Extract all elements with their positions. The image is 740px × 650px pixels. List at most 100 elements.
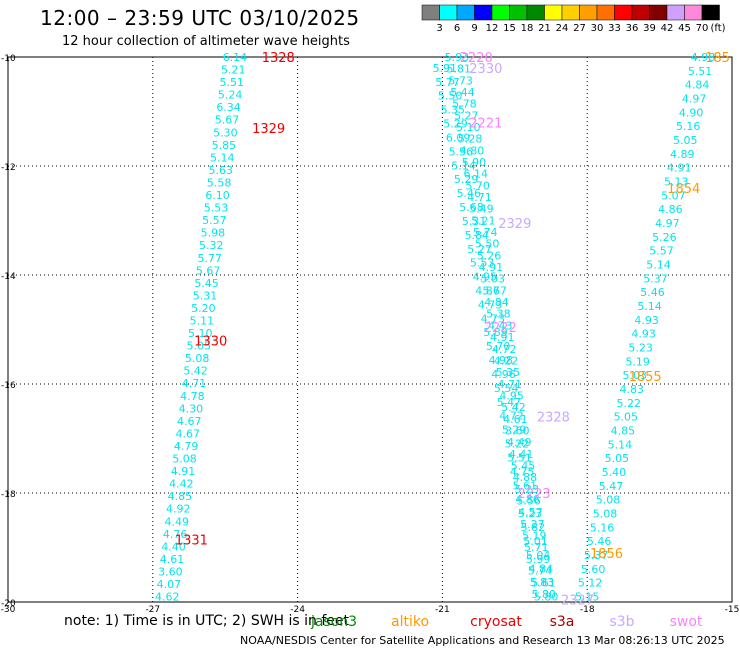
wave-height-value: 4.67: [175, 427, 200, 440]
credit-line: NOAA/NESDIS Center for Satellite Applica…: [240, 634, 725, 647]
lon-tick-label: -21: [435, 605, 450, 615]
wave-height-value: 5.82: [521, 521, 546, 534]
wave-height-value: 4.80: [460, 144, 485, 157]
wave-height-value: 5.23: [628, 342, 653, 355]
wave-height-value: 5.98: [201, 227, 226, 240]
scale-unit-label: (ft): [710, 23, 725, 34]
wave-height-value: 5.16: [590, 521, 615, 534]
wave-height-value: 5.10: [188, 327, 213, 340]
lat-tick-label: -12: [1, 163, 16, 173]
wave-height-value: 5.24: [218, 89, 243, 102]
wave-height-value: 4.97: [682, 93, 707, 106]
wave-height-value: 5.08: [172, 453, 197, 466]
wave-height-value: 5.77: [197, 252, 222, 265]
wave-height-value: 5.61: [531, 577, 556, 590]
wave-height-value: 5.19: [522, 529, 547, 542]
wave-height-value: 6.09: [446, 131, 471, 144]
wave-height-value: 4.83: [620, 383, 645, 396]
pass-number-label: 2327: [561, 593, 594, 608]
wave-height-value: 4.49: [164, 515, 189, 528]
wave-height-value: 5.91: [433, 62, 458, 75]
wave-height-value: 5.16: [676, 120, 701, 133]
wave-height-value: 5.45: [511, 459, 536, 472]
wave-height-value: 5.49: [469, 203, 494, 216]
wave-height-value: 4.87: [475, 284, 500, 297]
wave-height-value: 5.35: [441, 104, 466, 117]
wave-height-value: 5.27: [467, 243, 492, 256]
wave-height-value: 6.14: [223, 51, 248, 64]
pass-number-label: 1329: [252, 122, 285, 137]
wave-height-value: 5.03: [481, 273, 506, 286]
wave-height-value: 5.01: [523, 535, 548, 548]
wave-height-value: 5.37: [643, 272, 668, 285]
wave-height-value: 4.62: [155, 591, 180, 604]
wave-height-value: 5.61: [513, 479, 538, 492]
wave-height-value: 5.80: [534, 591, 559, 604]
lon-tick-label: -15: [725, 605, 740, 615]
wave-height-value: 5.13: [664, 176, 689, 189]
wave-height-value: 5.60: [581, 563, 606, 576]
scale-tick-label: 24: [556, 23, 569, 34]
wave-height-value: 5.05: [605, 452, 630, 465]
wave-height-value: 5.83: [530, 576, 555, 589]
pass-number-label: 1331: [175, 533, 208, 548]
scale-tick-label: 6: [454, 23, 460, 34]
wave-height-value: 4.84: [484, 296, 509, 309]
wave-height-value: 5.70: [486, 340, 511, 353]
wave-height-value: 5.90: [462, 156, 487, 169]
wave-height-value: 5.53: [470, 257, 495, 270]
wave-height-value: 5.74: [528, 564, 553, 577]
wave-height-value: 6.34: [216, 101, 241, 114]
wave-height-value: 5.26: [652, 231, 677, 244]
wave-height-value: 5.53: [204, 202, 229, 215]
wave-height-value: 5.50: [475, 238, 500, 251]
wave-height-value: 4.78: [180, 390, 205, 403]
wave-height-value: 4.30: [179, 402, 204, 415]
map-subtitle: 12 hour collection of altimeter wave hei…: [62, 34, 350, 49]
wave-height-value: 5.46: [457, 187, 482, 200]
wave-height-value: 4.95: [499, 389, 524, 402]
wave-height-value: 5.71: [524, 541, 549, 554]
wave-height-value: 4.75: [510, 465, 535, 478]
scale-swatch: [701, 4, 720, 21]
units-note: note: 1) Time is in UTC; 2) SWH is in fe…: [64, 613, 350, 629]
wave-height-color-scale: 3 6 9 12 15 18 21 24 27 30 33 36 39 42 45 70 (ft): [421, 4, 726, 34]
scale-tick-label: 15: [503, 23, 516, 34]
pass-number-label: 2330: [469, 62, 502, 77]
wave-height-value: 6.14: [464, 168, 489, 181]
wave-height-value: 5.78: [452, 98, 477, 111]
lon-tick-label: -30: [1, 605, 16, 615]
wave-height-value: 5.05: [186, 340, 211, 353]
wave-height-value: 4.71: [498, 378, 523, 391]
wave-height-value: 5.31: [193, 289, 218, 302]
wave-height-value: 5.28: [458, 133, 483, 146]
lon-tick-label: -18: [580, 605, 595, 615]
pass-number-label: 1328: [262, 51, 295, 66]
wave-height-value: 5.04: [526, 549, 551, 562]
pass-number-label: 2220: [460, 51, 493, 66]
wave-height-value: 5.29: [443, 118, 468, 131]
scale-tick-label: 36: [626, 23, 639, 34]
wave-height-value: 5.31: [462, 215, 487, 228]
wave-height-value: 5.14: [637, 300, 662, 313]
wave-height-value: 5.51: [507, 451, 532, 464]
scale-tick-label: 27: [573, 23, 586, 34]
wave-height-value: 5.26: [477, 249, 502, 262]
wave-height-value: 5.47: [497, 396, 522, 409]
lon-tick-label: -24: [290, 605, 305, 615]
wave-height-value: 4.71: [467, 191, 492, 204]
lon-tick-label: -27: [145, 605, 160, 615]
wave-height-value: 5.50: [438, 90, 463, 103]
lat-tick-label: -20: [1, 599, 16, 609]
wave-height-value: 5.14: [646, 259, 671, 272]
wave-height-value: 5.11: [190, 315, 215, 328]
wave-height-value: 4.92: [166, 503, 191, 516]
wave-height-value: 5.35: [496, 366, 521, 379]
pass-number-label: 185: [705, 51, 730, 66]
wave-height-value: 4.98: [691, 51, 716, 64]
wave-height-value: 5.47: [599, 480, 624, 493]
wave-height-value: 5.67: [196, 264, 221, 277]
scale-tick-label: 12: [486, 23, 499, 34]
wave-height-value: 4.96: [491, 368, 516, 381]
